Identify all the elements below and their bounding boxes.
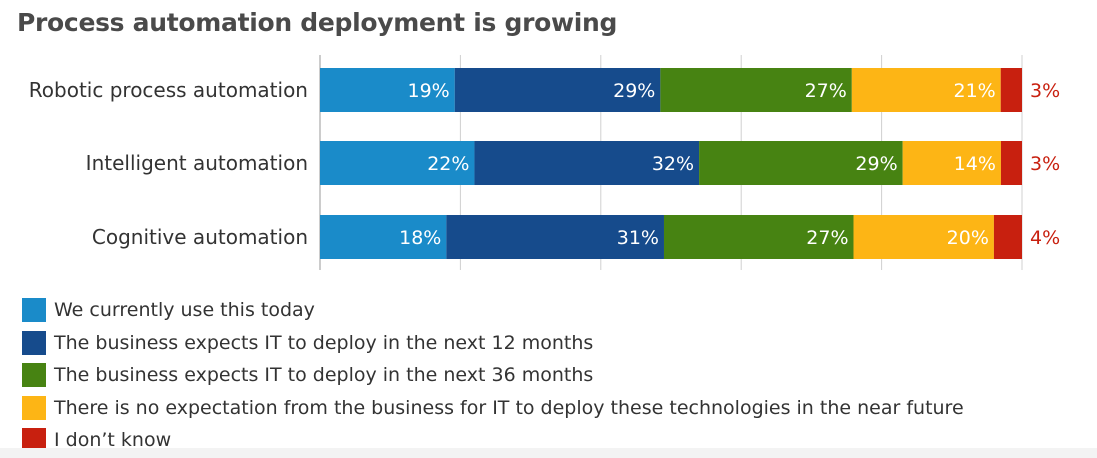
bar-segment xyxy=(663,215,854,259)
data-label: 3% xyxy=(1030,153,1060,175)
legend-label: We currently use this today xyxy=(54,299,315,322)
legend-swatch xyxy=(22,363,46,388)
bar-segment xyxy=(1000,141,1022,185)
data-label: 3% xyxy=(1030,80,1060,102)
bar-segment xyxy=(993,215,1022,259)
bar-segment xyxy=(320,215,447,259)
chart-title: Process automation deployment is growing xyxy=(17,8,618,37)
legend-item: We currently use this today xyxy=(22,294,964,327)
legend-label: I don’t know xyxy=(54,429,172,452)
bar-segment xyxy=(454,68,661,112)
legend-label: The business expects IT to deploy in the… xyxy=(54,331,594,354)
bar-segment xyxy=(1000,68,1022,112)
legend-item: The business expects IT to deploy in the… xyxy=(22,327,964,360)
legend-swatch xyxy=(22,298,46,323)
bar-segment xyxy=(446,215,664,259)
data-label: 27% xyxy=(805,80,847,102)
data-label: 29% xyxy=(855,153,897,175)
bottom-divider xyxy=(0,448,1097,458)
bar-segment xyxy=(902,141,1001,185)
category-label: Robotic process automation xyxy=(29,78,308,102)
stacked-bar-chart: Robotic process automation 19% 29% 27% 21% 3%… xyxy=(29,55,1060,270)
data-label: 20% xyxy=(947,227,989,249)
data-label: 31% xyxy=(617,227,659,249)
bar-segment xyxy=(320,141,475,185)
legend-item: The business expects IT to deploy in the… xyxy=(22,359,964,392)
data-label: 19% xyxy=(407,80,449,102)
data-label: 29% xyxy=(613,80,655,102)
legend-swatch xyxy=(22,330,46,355)
data-label: 21% xyxy=(953,80,995,102)
data-label: 22% xyxy=(427,153,469,175)
bar-segment xyxy=(853,215,994,259)
legend-label: There is no expectation from the busines… xyxy=(54,396,964,419)
data-label: 4% xyxy=(1030,227,1060,249)
bar-segment xyxy=(699,141,903,185)
chart-legend: We currently use this today The business … xyxy=(22,294,964,457)
bar-segment xyxy=(660,68,852,112)
legend-swatch xyxy=(22,395,46,420)
data-label: 14% xyxy=(954,153,996,175)
category-label: Cognitive automation xyxy=(92,225,308,249)
data-label: 18% xyxy=(399,227,441,249)
bar-segment xyxy=(474,141,700,185)
legend-label: The business expects IT to deploy in the… xyxy=(54,364,594,387)
bar-segment xyxy=(320,68,455,112)
data-label: 27% xyxy=(806,227,848,249)
category-label: Intelligent automation xyxy=(86,151,308,175)
legend-item: There is no expectation from the busines… xyxy=(22,392,964,425)
data-label: 32% xyxy=(652,153,694,175)
bar-segment xyxy=(851,68,1001,112)
